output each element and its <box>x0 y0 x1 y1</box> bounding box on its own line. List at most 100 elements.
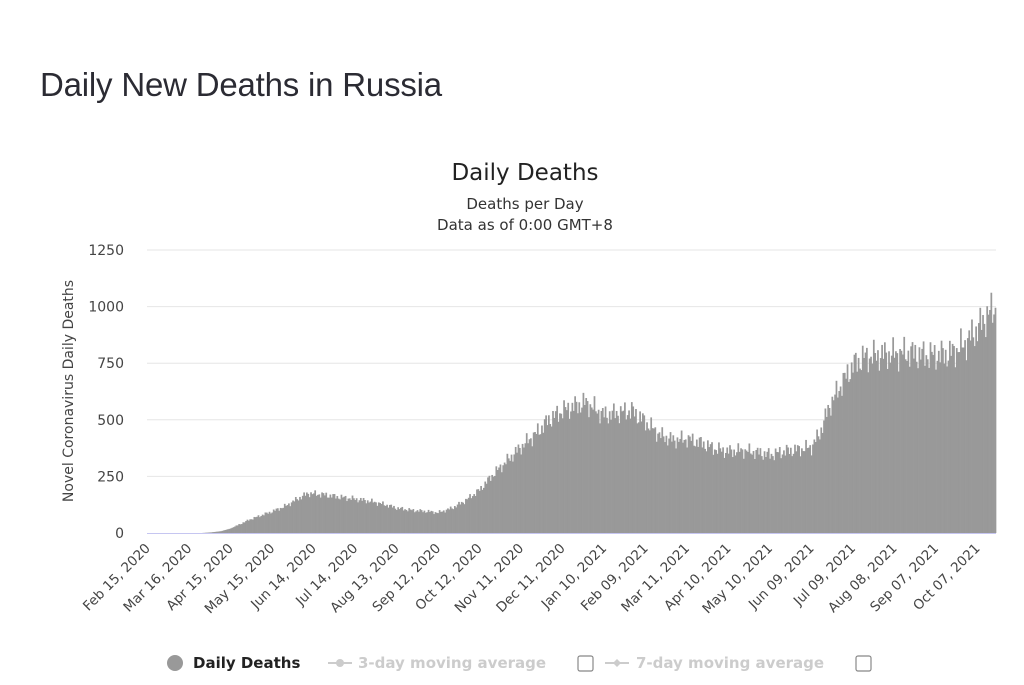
bar <box>321 492 323 533</box>
bar <box>755 450 758 533</box>
bar <box>972 337 975 533</box>
checkbox-7day-icon <box>855 655 872 672</box>
bar <box>796 445 799 533</box>
bar <box>506 453 509 533</box>
bar <box>929 342 932 533</box>
bar <box>774 448 777 533</box>
bar <box>397 507 400 533</box>
bar <box>478 490 481 533</box>
bar <box>319 497 322 533</box>
bar <box>261 514 264 533</box>
bar <box>749 453 752 533</box>
bar <box>910 346 912 533</box>
bar <box>538 434 541 533</box>
bar <box>371 498 373 533</box>
page-title: Daily New Deaths in Russia <box>40 66 442 103</box>
bar <box>557 421 560 533</box>
bar <box>943 363 946 533</box>
bar <box>357 502 359 533</box>
bar <box>878 370 881 533</box>
bar <box>270 513 272 533</box>
bar <box>225 529 228 533</box>
bar <box>785 444 788 533</box>
bar <box>975 326 977 533</box>
bar <box>896 353 899 533</box>
bar <box>554 411 557 533</box>
bar <box>462 502 464 533</box>
bar <box>406 511 409 533</box>
bar <box>778 447 781 533</box>
bar <box>256 516 258 533</box>
bar <box>496 470 499 533</box>
bar <box>418 511 420 533</box>
bar <box>664 442 666 533</box>
bar <box>705 451 708 533</box>
bar <box>968 330 971 533</box>
bar <box>951 343 954 533</box>
bar <box>375 502 377 533</box>
bar <box>767 448 770 533</box>
y-tick-label: 1250 <box>88 243 124 259</box>
bar <box>802 451 805 533</box>
bar <box>978 323 980 533</box>
bar <box>447 508 449 533</box>
bar <box>615 410 618 533</box>
bar <box>794 444 796 533</box>
bar <box>402 510 405 533</box>
bar <box>252 519 254 533</box>
bar <box>517 444 520 533</box>
bar <box>293 501 296 533</box>
bar <box>516 452 518 533</box>
bar <box>290 502 293 533</box>
bar <box>608 411 611 533</box>
bar <box>563 400 565 533</box>
bar <box>296 499 299 533</box>
bar <box>440 511 442 533</box>
bar <box>264 512 267 533</box>
bar <box>394 508 397 533</box>
bar <box>271 512 274 533</box>
bar <box>430 510 433 533</box>
bar <box>278 510 281 533</box>
bar <box>525 433 528 533</box>
bar <box>684 439 687 533</box>
bar <box>845 378 848 533</box>
bar <box>539 434 542 533</box>
bar <box>224 530 227 533</box>
bar <box>492 476 495 533</box>
bar <box>709 444 712 533</box>
bar <box>245 520 247 533</box>
bar <box>636 423 639 533</box>
bar <box>589 404 592 533</box>
bar <box>604 406 607 533</box>
bar <box>877 350 879 533</box>
bar <box>505 464 507 533</box>
bar <box>654 427 657 533</box>
bar <box>660 438 662 533</box>
bar <box>483 487 485 533</box>
bar <box>401 506 404 533</box>
bar <box>624 402 626 533</box>
bar <box>618 423 621 533</box>
bar <box>960 328 962 533</box>
bar <box>708 447 711 533</box>
bar <box>893 357 896 533</box>
bar <box>734 455 737 533</box>
bar <box>223 530 225 533</box>
bar <box>503 462 506 533</box>
bar <box>455 507 458 533</box>
bar <box>294 496 297 533</box>
bar <box>590 407 593 533</box>
bar <box>500 472 503 533</box>
bar <box>405 509 408 533</box>
bar <box>918 347 921 533</box>
bar <box>336 496 339 533</box>
bar <box>547 415 550 533</box>
bar <box>541 425 543 533</box>
bar <box>238 524 240 533</box>
bar <box>806 448 809 533</box>
bar <box>879 358 882 533</box>
bar <box>900 350 903 533</box>
bar <box>836 397 839 533</box>
bar <box>740 448 742 533</box>
